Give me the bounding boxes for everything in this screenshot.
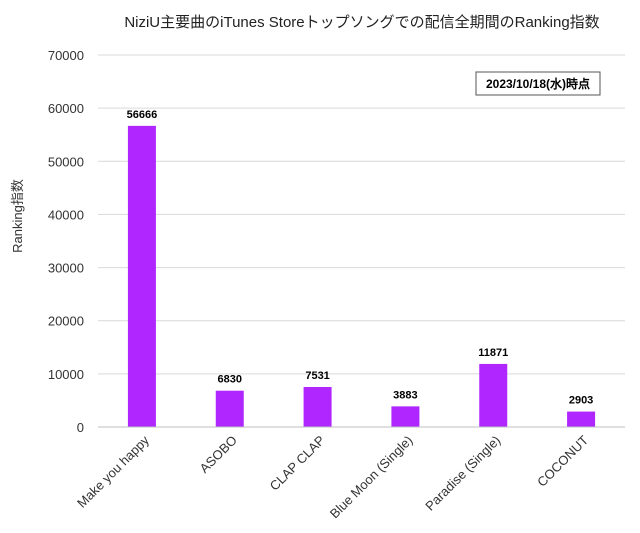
y-tick-label: 70000	[48, 48, 84, 63]
y-tick-label: 40000	[48, 207, 84, 222]
bar	[303, 386, 332, 427]
y-tick-label: 60000	[48, 101, 84, 116]
y-axis-label: Ranking指数	[10, 179, 25, 253]
data-label: 7531	[305, 370, 329, 382]
x-category-label: COCONUT	[534, 432, 591, 489]
y-tick-label: 20000	[48, 314, 84, 329]
bar	[479, 363, 508, 427]
data-label: 56666	[127, 109, 158, 121]
chart-title: NiziU主要曲のiTunes Storeトップソングでの配信全期間のRanki…	[124, 13, 599, 31]
bar	[567, 411, 596, 427]
y-tick-label: 30000	[48, 261, 84, 276]
bars	[127, 125, 596, 427]
data-label: 6830	[218, 374, 242, 386]
x-axis-categories: Make you happy ASOBO CLAP CLAP Blue Moon (S…	[74, 432, 591, 521]
data-label: 2903	[569, 395, 593, 407]
bar	[391, 406, 420, 427]
x-category-label: Blue Moon (Single)	[327, 433, 416, 522]
x-category-label: Paradise (Single)	[422, 433, 503, 514]
data-label: 3883	[393, 389, 417, 401]
y-axis-ticks: 0 10000 20000 30000 40000 50000 60000 70000	[48, 48, 84, 435]
date-annotation-text: 2023/10/18(水)時点	[486, 76, 590, 91]
grid-lines	[98, 54, 625, 375]
date-annotation-box	[475, 71, 601, 96]
y-tick-label: 10000	[48, 367, 84, 382]
x-category-label: CLAP CLAP	[267, 433, 328, 494]
data-label: 11871	[478, 347, 508, 359]
x-category-label: Make you happy	[74, 432, 152, 510]
data-labels: 56666 6830 7531 3883 11871 2903	[127, 109, 594, 407]
y-tick-label: 0	[77, 420, 84, 435]
bar	[127, 125, 156, 427]
x-category-label: ASOBO	[197, 433, 240, 476]
bar	[215, 390, 244, 427]
y-tick-label: 50000	[48, 154, 84, 169]
date-annotation: 2023/10/18(水)時点	[475, 71, 601, 96]
